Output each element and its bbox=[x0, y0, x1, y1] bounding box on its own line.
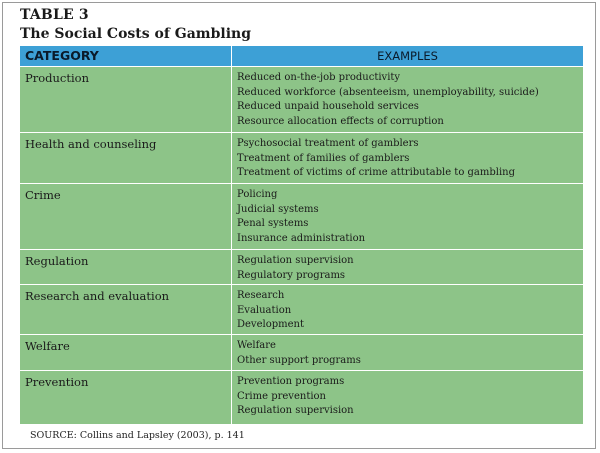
category-cell: Crime bbox=[20, 183, 232, 249]
example-item: Insurance administration bbox=[237, 232, 366, 244]
example-item: Treatment of families of gamblers bbox=[237, 152, 410, 164]
table-number: TABLE 3 bbox=[20, 7, 89, 23]
example-item: Research bbox=[237, 290, 285, 301]
social-costs-table: CATEGORY EXAMPLES Production Reduced on-… bbox=[19, 46, 583, 424]
example-item: Reduced on-the-job productivity bbox=[237, 72, 401, 83]
category-cell: Welfare bbox=[20, 334, 232, 370]
example-item: Welfare bbox=[237, 340, 276, 351]
example-item: Regulation supervision bbox=[237, 255, 354, 266]
examples-cell: Psychosocial treatment of gamblers Treat… bbox=[232, 132, 583, 183]
example-item: Evaluation bbox=[237, 304, 292, 316]
example-item: Development bbox=[237, 319, 304, 330]
example-item: Psychosocial treatment of gamblers bbox=[237, 138, 419, 149]
example-item: Regulation supervision bbox=[237, 405, 354, 416]
example-item: Crime prevention bbox=[237, 390, 326, 402]
examples-cell: Research Evaluation Development bbox=[232, 284, 583, 334]
examples-cell: Regulation supervision Regulatory progra… bbox=[232, 249, 583, 284]
category-cell: Prevention bbox=[20, 370, 232, 424]
category-cell: Health and counseling bbox=[20, 132, 232, 183]
examples-cell: Welfare Other support programs bbox=[232, 334, 583, 370]
category-cell: Regulation bbox=[20, 249, 232, 284]
table-title: The Social Costs of Gambling bbox=[20, 26, 251, 42]
header-category: CATEGORY bbox=[20, 46, 232, 66]
example-item: Policing bbox=[237, 189, 278, 200]
examples-cell: Policing Judicial systems Penal systems … bbox=[232, 183, 583, 249]
example-item: Prevention programs bbox=[237, 376, 345, 387]
category-cell: Research and evaluation bbox=[20, 284, 232, 334]
examples-cell: Prevention programs Crime prevention Reg… bbox=[232, 370, 583, 424]
source-note: SOURCE: Collins and Lapsley (2003), p. 1… bbox=[30, 430, 245, 441]
table-frame bbox=[2, 2, 596, 449]
examples-cell: Reduced on-the-job productivity Reduced … bbox=[232, 66, 583, 132]
example-item: Treatment of victims of crime attributab… bbox=[237, 167, 516, 178]
example-item: Reduced workforce (absenteeism, unemploy… bbox=[237, 86, 539, 98]
example-item: Penal systems bbox=[237, 218, 309, 229]
example-item: Judicial systems bbox=[237, 203, 319, 215]
header-examples: EXAMPLES bbox=[232, 46, 583, 66]
category-cell: Production bbox=[20, 66, 232, 132]
example-item: Resource allocation effects of corruptio… bbox=[237, 115, 444, 127]
example-item: Reduced unpaid household services bbox=[237, 101, 419, 112]
example-item: Regulatory programs bbox=[237, 269, 346, 281]
example-item: Other support programs bbox=[237, 354, 361, 366]
